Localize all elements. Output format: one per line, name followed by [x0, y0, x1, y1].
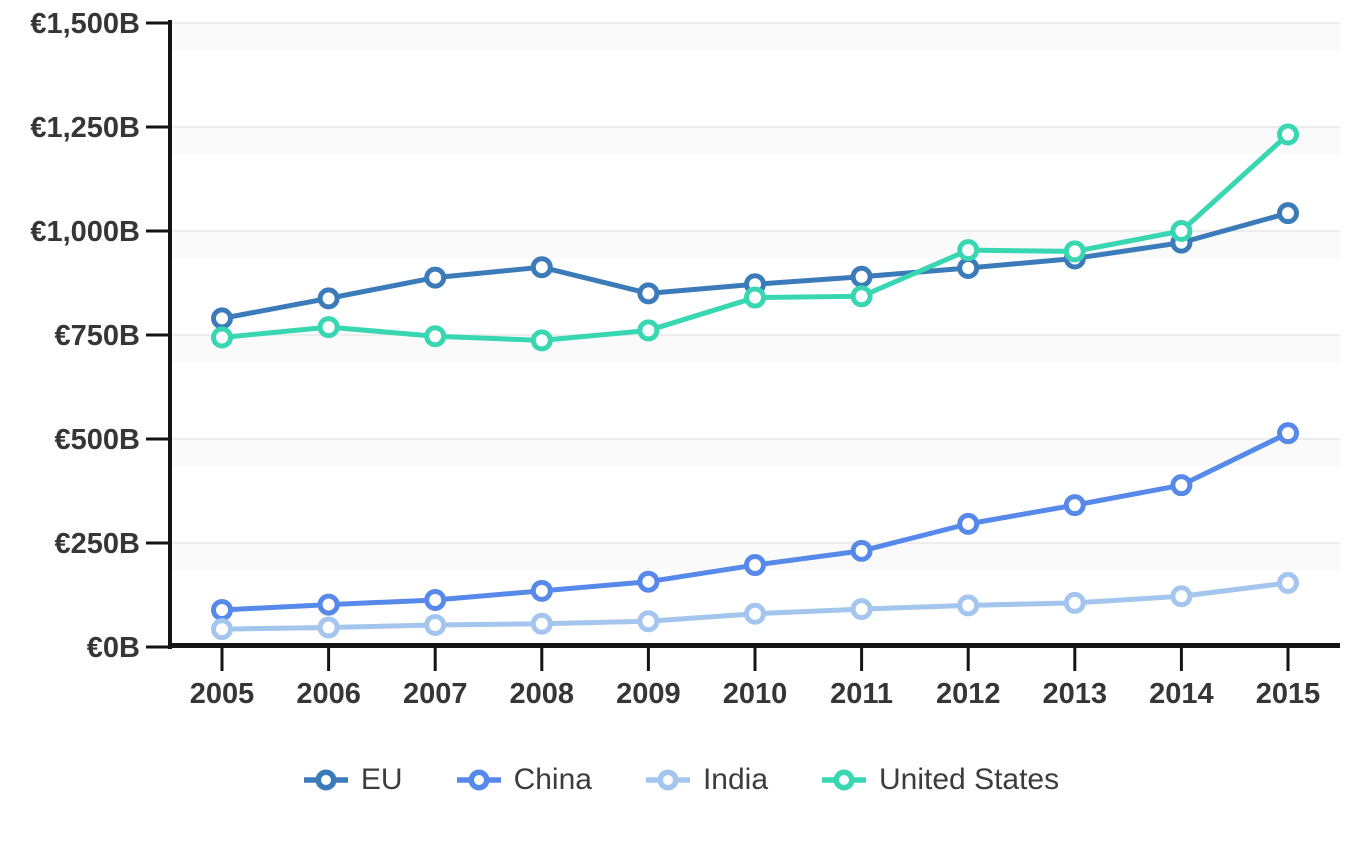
data-point-united-states-2011[interactable] [850, 285, 873, 308]
x-tick-label: 2011 [830, 678, 893, 710]
data-point-india-2005[interactable] [211, 618, 233, 641]
legend-label: India [702, 763, 769, 796]
legend-item-india[interactable]: India [645, 763, 769, 797]
y-tick-label: €1,500B [30, 8, 140, 40]
data-point-united-states-2006[interactable] [317, 316, 340, 339]
data-point-china-2010[interactable] [744, 554, 766, 577]
data-point-china-2012[interactable] [957, 512, 980, 535]
data-point-china-2015[interactable] [1277, 422, 1299, 445]
grid-band [171, 440, 1340, 466]
y-tick-label: €1,000B [30, 216, 140, 248]
data-point-india-2013[interactable] [1063, 591, 1086, 614]
data-point-china-2014[interactable] [1170, 474, 1193, 497]
x-tick-label: 2013 [1043, 678, 1108, 710]
data-point-china-2006[interactable] [317, 593, 340, 616]
data-point-united-states-2008[interactable] [530, 329, 553, 352]
data-point-united-states-2014[interactable] [1170, 220, 1193, 242]
y-tick-label: €0B [87, 632, 140, 664]
data-point-united-states-2012[interactable] [957, 239, 980, 262]
plot-area[interactable]: €0B €250B €500B €750B €1,000B €1,250B €1,500B 2… [0, 0, 1363, 735]
x-tick-label: 2007 [403, 678, 468, 710]
y-tick-label: €500B [55, 424, 140, 456]
data-point-united-states-2005[interactable] [211, 326, 233, 349]
x-tick-label: 2009 [616, 678, 681, 710]
grid-band [171, 24, 1340, 50]
data-point-united-states-2010[interactable] [744, 286, 766, 309]
x-tick-label: 2014 [1149, 678, 1214, 710]
data-point-united-states-2015[interactable] [1277, 123, 1299, 146]
data-point-eu-2008[interactable] [530, 256, 553, 279]
data-point-india-2012[interactable] [957, 594, 980, 617]
y-tick-label: €750B [55, 320, 140, 352]
y-tick-label: €1,250B [30, 112, 140, 144]
data-point-united-states-2013[interactable] [1063, 240, 1086, 263]
data-point-eu-2011[interactable] [850, 265, 873, 288]
data-point-eu-2012[interactable] [957, 257, 980, 280]
data-point-india-2009[interactable] [637, 610, 660, 633]
data-point-eu-2005[interactable] [211, 307, 233, 330]
legend-item-united-states[interactable]: United States [822, 763, 1059, 797]
legend-item-china[interactable]: China [456, 763, 592, 797]
data-point-india-2008[interactable] [530, 612, 553, 635]
data-point-china-2013[interactable] [1063, 494, 1086, 517]
grid-band [171, 336, 1340, 362]
data-point-india-2006[interactable] [317, 616, 340, 639]
data-point-eu-2007[interactable] [424, 266, 447, 289]
data-point-united-states-2009[interactable] [637, 319, 660, 342]
y-tick-label: €250B [55, 528, 140, 560]
legend-label: EU [360, 763, 403, 796]
x-tick-label: 2012 [936, 678, 1001, 710]
x-tick-label: 2005 [190, 678, 255, 710]
data-point-india-2007[interactable] [424, 613, 447, 636]
data-point-china-2005[interactable] [211, 598, 233, 621]
data-point-china-2011[interactable] [850, 539, 873, 562]
data-point-india-2014[interactable] [1170, 585, 1193, 608]
legend-marker-icon [645, 769, 690, 791]
x-tick-label: 2010 [723, 678, 788, 710]
data-point-china-2008[interactable] [530, 579, 553, 602]
x-tick-label: 2008 [510, 678, 575, 710]
grid-band [171, 128, 1340, 154]
x-tick-label: 2006 [296, 678, 361, 710]
x-tick-label: 2015 [1256, 678, 1321, 710]
legend: EU China India United States [0, 763, 1363, 797]
data-point-india-2011[interactable] [850, 598, 873, 621]
legend-label: United States [879, 763, 1060, 796]
legend-marker-icon [303, 769, 348, 791]
data-point-eu-2006[interactable] [317, 287, 340, 310]
data-point-eu-2009[interactable] [637, 282, 660, 305]
data-point-eu-2015[interactable] [1277, 202, 1299, 225]
data-point-china-2007[interactable] [424, 588, 447, 611]
data-point-china-2009[interactable] [637, 570, 660, 593]
data-point-india-2010[interactable] [744, 602, 766, 625]
legend-marker-icon [456, 769, 501, 791]
legend-marker-icon [822, 769, 867, 791]
legend-label: China [513, 763, 592, 796]
legend-item-eu[interactable]: EU [303, 763, 403, 797]
data-point-india-2015[interactable] [1277, 571, 1299, 594]
data-point-united-states-2007[interactable] [424, 325, 447, 348]
